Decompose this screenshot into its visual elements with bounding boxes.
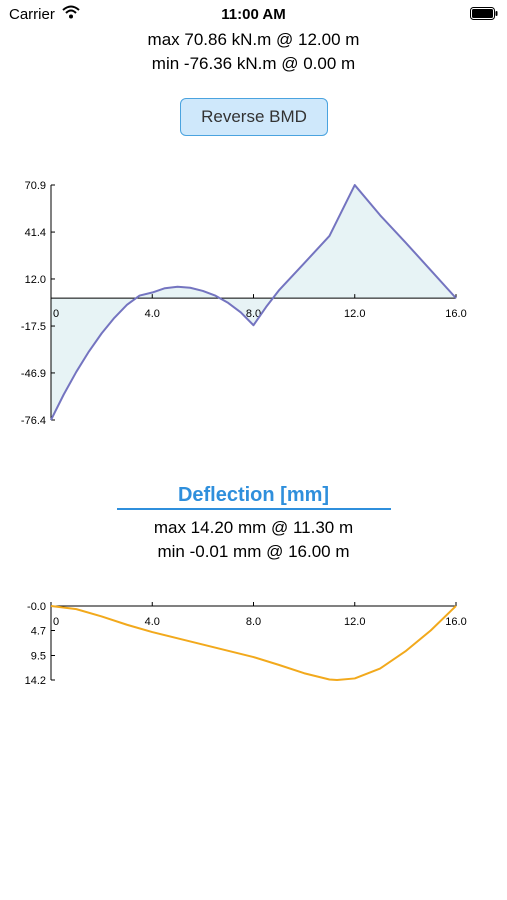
y-tick-label: 4.7 <box>31 625 46 637</box>
y-tick-label: -0.0 <box>27 601 46 613</box>
y-tick-label: -76.4 <box>21 415 46 427</box>
status-bar: Carrier 11:00 AM <box>0 0 507 28</box>
x-tick-label: 0 <box>53 308 59 320</box>
series-line <box>50 605 457 681</box>
x-tick-label: 16.0 <box>445 308 466 320</box>
y-tick-label: 9.5 <box>31 651 46 663</box>
y-tick-label: 41.4 <box>25 227 46 239</box>
bmd-chart: 70.9 41.4 12.0 -17.5 -46.9 -76.4 0 4.0 8.0 12.0 16… <box>21 180 467 427</box>
clock-time: 11:00 AM <box>221 6 286 23</box>
deflection-max-text: max 14.20 mm @ 11.30 m <box>153 518 354 537</box>
deflection-min-text: min -0.01 mm @ 16.00 m <box>157 542 350 561</box>
y-tick-label: 70.9 <box>25 180 46 192</box>
series-line <box>50 184 457 421</box>
x-tick-label: 0 <box>53 616 59 628</box>
y-tick-label: 14.2 <box>25 675 46 687</box>
x-tick-label: 12.0 <box>344 308 365 320</box>
bmd-min-text: min -76.36 kN.m @ 0.00 m <box>151 54 356 73</box>
y-tick-label: -17.5 <box>21 321 46 333</box>
y-tick-label: 12.0 <box>25 274 46 286</box>
x-tick-label: 12.0 <box>344 616 365 628</box>
x-tick-label: 8.0 <box>246 616 261 628</box>
wifi-icon <box>62 5 80 24</box>
deflection-chart: -0.0 4.7 9.5 14.2 0 4.0 8.0 12.0 16.0 <box>25 601 467 687</box>
deflection-title-underline <box>117 508 391 510</box>
bmd-max-text: max 70.86 kN.m @ 12.00 m <box>147 30 360 49</box>
x-tick-label: 16.0 <box>445 616 466 628</box>
reverse-bmd-button[interactable]: Reverse BMD <box>180 98 328 136</box>
x-tick-label: 4.0 <box>145 616 160 628</box>
carrier-label: Carrier <box>9 6 55 23</box>
battery-icon <box>470 7 498 20</box>
x-tick-label: 8.0 <box>246 308 261 320</box>
x-tick-label: 4.0 <box>145 308 160 320</box>
deflection-title: Deflection [mm] <box>177 484 330 506</box>
area-fill <box>51 185 456 420</box>
y-tick-label: -46.9 <box>21 368 46 380</box>
